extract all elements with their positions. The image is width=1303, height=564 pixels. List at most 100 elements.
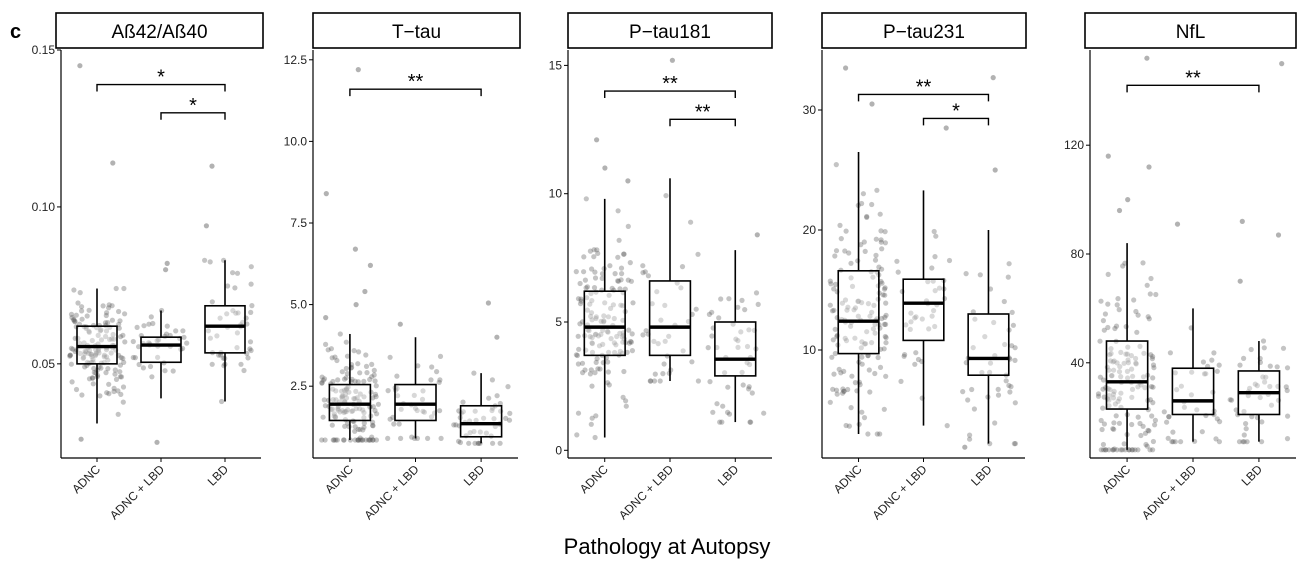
data-point: [355, 361, 361, 367]
data-point: [589, 266, 595, 272]
data-point: [881, 406, 887, 412]
data-point: [718, 296, 724, 302]
data-point: [333, 397, 339, 403]
data-point: [592, 370, 598, 376]
significance-bracket: **: [604, 73, 736, 99]
data-point: [746, 384, 752, 390]
data-point: [483, 430, 489, 436]
data-point: [859, 200, 865, 207]
data-point: [391, 421, 397, 427]
data-point: [1110, 359, 1116, 365]
data-point: [1274, 364, 1280, 370]
data-point: [987, 360, 994, 366]
data-point: [363, 352, 369, 358]
y-tick-label: 15: [549, 58, 563, 72]
data-point: [617, 348, 623, 354]
data-point: [205, 328, 211, 334]
outlier-point: [669, 57, 676, 63]
data-point: [1006, 261, 1012, 267]
data-point: [848, 323, 854, 329]
outlier-point: [625, 178, 631, 184]
data-point: [146, 321, 152, 327]
data-point: [322, 437, 328, 443]
data-point: [628, 338, 634, 345]
data-point: [882, 333, 888, 340]
data-point: [1240, 439, 1246, 445]
box-1: [76, 288, 118, 424]
data-point: [841, 388, 847, 394]
data-point: [605, 380, 611, 386]
data-point: [1095, 393, 1102, 399]
data-point: [881, 321, 888, 327]
data-point: [457, 439, 463, 446]
data-point: [88, 351, 95, 358]
data-point: [915, 356, 922, 363]
data-point: [344, 371, 350, 377]
data-point: [71, 316, 77, 322]
data-point: [330, 386, 336, 392]
box-1: [837, 152, 880, 434]
data-point: [121, 285, 127, 292]
data-point: [840, 386, 846, 392]
data-point: [1134, 329, 1140, 335]
data-point: [652, 371, 658, 377]
data-point: [1005, 274, 1011, 280]
data-point: [1129, 421, 1135, 428]
data-point: [331, 413, 337, 419]
data-point: [895, 269, 901, 275]
data-point: [420, 388, 426, 394]
data-point: [875, 354, 881, 361]
data-point: [869, 309, 875, 315]
data-point: [630, 300, 636, 306]
x-tick-label: ADNC + LBD: [869, 462, 929, 522]
data-point: [1114, 447, 1120, 453]
data-point: [77, 340, 83, 346]
data-point: [640, 263, 646, 269]
data-point: [1285, 413, 1291, 419]
data-point: [588, 290, 594, 297]
data-point: [1248, 346, 1254, 353]
data-point: [332, 354, 338, 360]
data-point: [371, 372, 377, 378]
y-tick-label: 10: [549, 187, 563, 201]
data-point: [1216, 362, 1222, 368]
data-point: [827, 399, 833, 405]
data-point: [79, 304, 85, 310]
data-point: [832, 253, 838, 259]
data-point: [319, 380, 325, 386]
significance-bracket: **: [349, 71, 482, 97]
data-point: [622, 286, 628, 292]
data-point: [361, 420, 367, 426]
data-point: [477, 429, 483, 435]
data-point: [605, 369, 612, 375]
data-point: [1252, 381, 1258, 387]
data-point: [476, 440, 482, 446]
data-point: [748, 419, 754, 425]
data-point: [247, 346, 253, 352]
box-iqr: [967, 313, 1010, 377]
data-point: [722, 370, 728, 376]
data-point: [1140, 374, 1147, 380]
data-point: [373, 394, 379, 400]
data-point: [1170, 439, 1176, 445]
data-point: [1254, 383, 1260, 389]
data-point: [979, 369, 985, 376]
data-point: [120, 332, 126, 338]
data-point: [832, 326, 838, 332]
data-point: [866, 367, 872, 373]
data-point: [586, 328, 592, 334]
data-point: [858, 242, 864, 248]
data-point: [1148, 275, 1154, 282]
data-point: [97, 328, 103, 334]
data-point: [1012, 357, 1018, 363]
data-point: [1150, 447, 1156, 453]
data-point: [355, 437, 362, 443]
data-point: [1120, 263, 1126, 269]
data-point: [86, 307, 92, 313]
data-point: [234, 270, 241, 276]
data-point: [340, 393, 346, 399]
data-point: [575, 410, 582, 416]
data-point: [361, 378, 367, 384]
significance-label: **: [916, 76, 932, 98]
data-point: [1259, 419, 1265, 425]
